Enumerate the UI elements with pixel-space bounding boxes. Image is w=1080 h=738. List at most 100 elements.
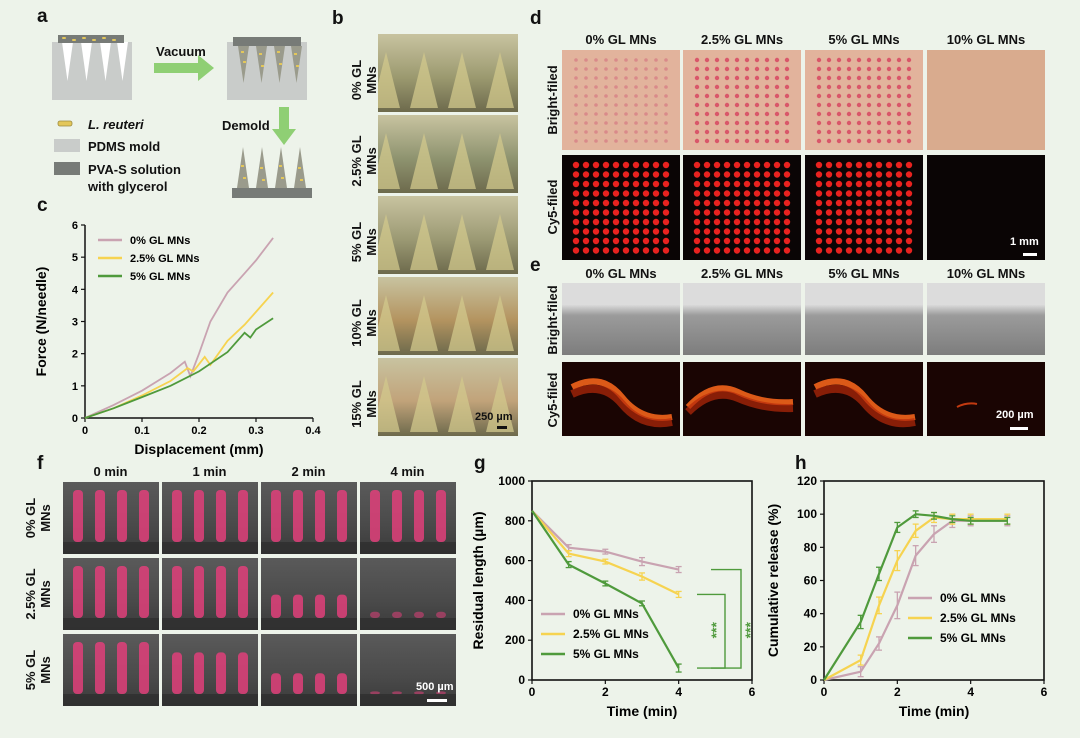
fluorescent-spot [885,161,893,169]
fluorescent-spot [592,161,600,169]
fluorescent-spot [783,247,791,254]
fluorescent-spot [855,247,863,254]
substrate [63,542,159,554]
needle-body [271,673,281,694]
row-label-line2: MNs [38,504,53,532]
array-dot [584,76,588,80]
fluorescent-spot [652,237,660,245]
array-dot [744,111,750,117]
array-dot [714,75,720,81]
fluorescent-spot [632,171,640,178]
fluorescent-spot [815,190,823,197]
array-dot [704,57,710,63]
array-dot [584,94,588,98]
array-dot [856,57,862,63]
y-tick-label: 0 [810,673,817,687]
fluorescent-spot [753,161,761,169]
fluorescent-spot [632,247,640,254]
array-dot [614,112,618,116]
cy5-image [927,155,1045,260]
array-dot [754,129,760,135]
demold-label: Demold [222,118,270,133]
needle-array [360,691,456,706]
array-dot [826,66,832,72]
array-dot [604,112,608,116]
array-dot [784,66,790,72]
legend-entry-2: 5% GL MNs [940,631,1006,645]
array-dot [694,129,700,135]
fluorescent-spot [865,199,873,207]
array-dot [826,129,832,135]
fluorescent-spot [743,237,751,245]
array-dot [856,120,862,126]
cy5-array [572,161,670,254]
array-dot [846,129,852,135]
array-dot [876,57,882,63]
x-tick-label: 0.1 [134,425,149,437]
row-label-line2: MNs [364,66,379,94]
fluorescent-spot [723,228,731,235]
fluorescent-spot [835,199,843,207]
fluorescent-spot [703,209,711,216]
fluorescent-spot [783,199,791,207]
y-tick-label: 600 [505,554,525,568]
fluorescent-spot [572,218,580,226]
signal-band [570,384,673,428]
needle-shape [378,214,400,270]
fluorescent-spot [845,180,853,188]
array-dot [774,57,780,63]
array-dot [624,121,628,125]
row-label-line2: MNs [364,390,379,418]
cy5-image [805,155,923,260]
needle-body [337,490,347,542]
array-dot [594,85,598,89]
fluorescent-spot [622,171,630,178]
array-dot [664,103,668,107]
scale-bar [1010,427,1028,430]
fluorescent-spot [855,209,863,216]
array-dot [604,85,608,89]
fluorescent-spot [703,199,711,207]
array-dot [754,57,760,63]
array-dot [906,84,912,90]
x-tick-label: 4 [675,685,682,699]
fluorescent-spot [875,180,883,188]
array-dot [724,111,730,117]
array-dot [664,112,668,116]
array-dot [896,57,902,63]
fluorescent-spot [713,161,721,169]
fluorescent-spot [815,180,823,188]
array-dot [836,138,842,144]
demold-arrow-icon [272,129,296,145]
fluorescent-spot [875,247,883,254]
fluorescent-spot [693,199,701,207]
y-tick-label: 0 [518,673,525,687]
needle-shape [378,133,400,189]
array-dot [836,111,842,117]
array-dot [896,120,902,126]
fluorescent-spot [612,247,620,254]
fluorescent-spot [895,228,903,235]
needle-body [271,594,281,618]
array-dot [816,75,822,81]
needle-body [315,594,325,618]
vacuum-arrow-icon [198,55,214,81]
dissolution-photo [162,482,258,554]
array-dot [604,121,608,125]
array-dot [866,120,872,126]
column-header: 10% GL MNs [946,32,1026,47]
fluorescent-spot [733,161,741,169]
fluorescent-spot [602,209,610,216]
array-dot [744,102,750,108]
fluorescent-spot [582,161,590,169]
cy5-array [693,161,791,254]
substrate [261,542,357,554]
fluorescent-spot [723,171,731,178]
fluorescent-spot [743,218,751,226]
fluorescent-spot [825,161,833,169]
fluorescent-spot [572,209,580,216]
fluorescent-spot [875,190,883,197]
fluorescent-spot [612,218,620,226]
fluorescent-spot [592,237,600,245]
needle-shape [378,376,400,432]
